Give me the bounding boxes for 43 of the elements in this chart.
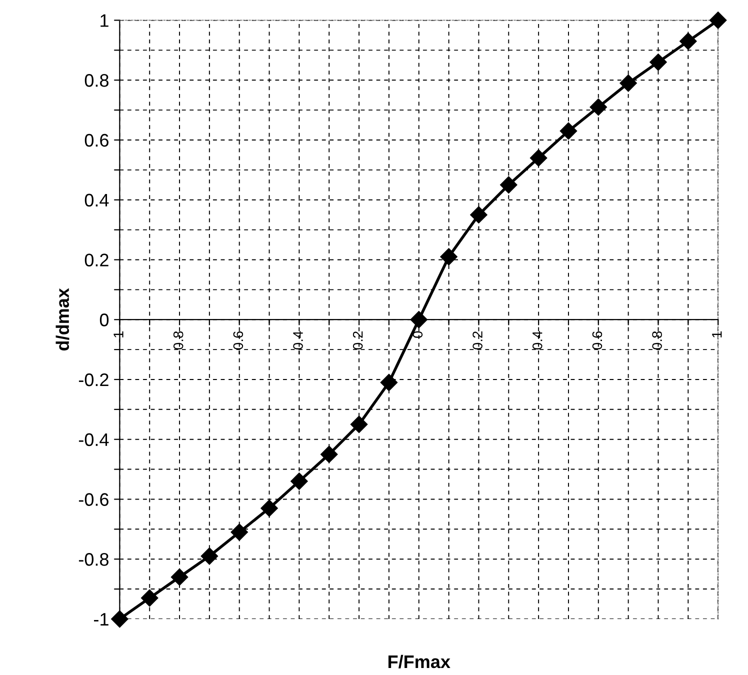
point [470, 206, 488, 224]
point [230, 524, 248, 541]
y-tick-label: -1 [94, 613, 108, 626]
y-tick-label: 0.4 [84, 194, 109, 207]
x-tick-label: 0.2 [472, 331, 482, 350]
point [590, 98, 607, 116]
point [680, 32, 697, 50]
y-axis-title: d/dmax [56, 288, 70, 350]
y-tick-label: 0.6 [84, 134, 108, 147]
point [620, 74, 637, 92]
point [500, 176, 518, 194]
x-tick-label: 0.4 [532, 331, 542, 350]
point [710, 12, 727, 29]
point [260, 500, 278, 517]
x-axis-title: F/Fmax [388, 654, 450, 668]
point [350, 416, 368, 433]
y-tick-label: -0.2 [78, 373, 108, 386]
point [141, 589, 158, 607]
point [440, 248, 458, 266]
x-tick-label: -0.4 [293, 331, 303, 354]
x-tick-label: 0.6 [592, 331, 602, 350]
y-tick-label: -0.8 [78, 553, 108, 566]
point [530, 149, 548, 167]
point [560, 122, 578, 140]
y-tick-label: -0.6 [78, 493, 108, 506]
y-tick-label: 0.8 [84, 74, 108, 87]
point [410, 311, 428, 328]
y-tick-label: 0.2 [84, 254, 108, 266]
point [290, 472, 308, 490]
x-tick-label: -0.2 [352, 331, 363, 354]
point [200, 548, 218, 565]
point [170, 568, 188, 586]
point [380, 374, 398, 392]
point [650, 54, 667, 71]
y-tick-label: -0.4 [78, 433, 109, 446]
point [111, 610, 128, 628]
y-tick-label: 1 [100, 14, 108, 27]
x-tick-label: 0.8 [652, 331, 662, 350]
x-tick-label: -0.8 [173, 331, 184, 354]
x-tick-label: 1 [712, 331, 722, 338]
x-tick-label: -0.6 [233, 331, 244, 354]
y-tick-label: 0 [100, 314, 109, 326]
point [320, 446, 338, 463]
